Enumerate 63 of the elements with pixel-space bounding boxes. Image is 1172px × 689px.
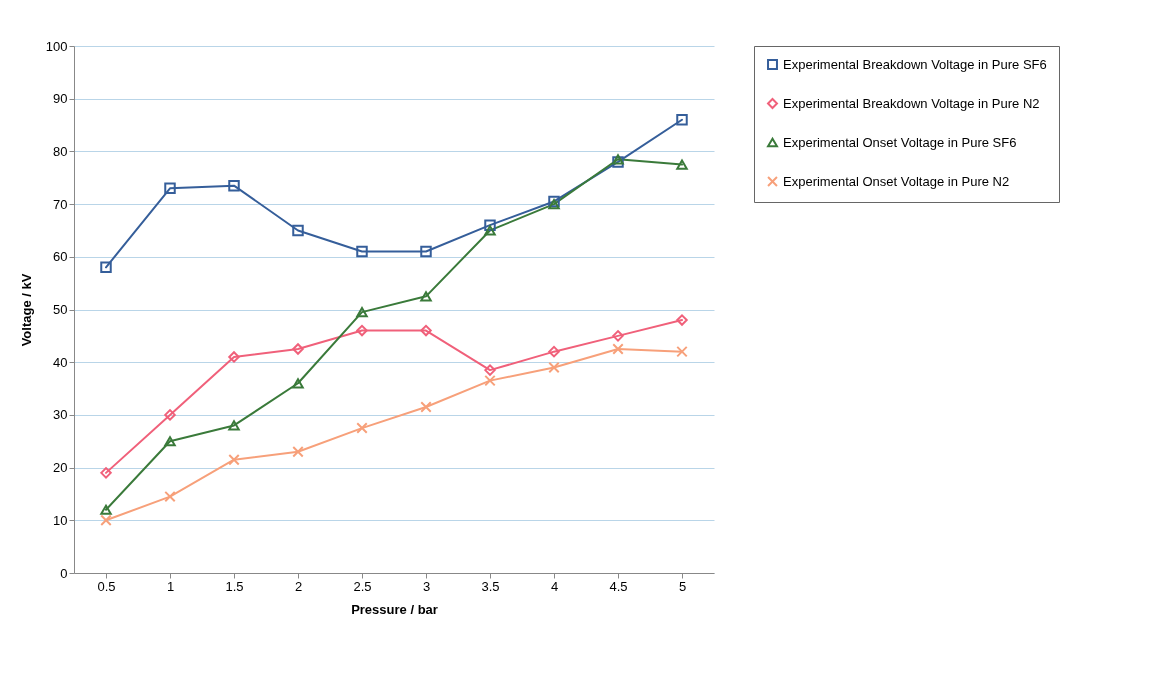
point [484,219,496,231]
x-tick-label: 5 [678,578,687,594]
point [100,467,112,479]
y-tick-label: 50 [53,302,68,317]
x-tick-label: 4.5 [609,578,628,594]
point [548,345,560,358]
x-tick-label: 0.5 [97,578,116,594]
x-tick-label: 1.5 [225,578,244,594]
y-tick-label: 70 [53,196,68,212]
point [420,324,432,337]
x-tick-label: 3.5 [481,578,500,594]
point [676,314,688,326]
y-tick-label: 80 [53,143,68,159]
x-tick-label: 2 [294,578,303,594]
point [292,224,304,237]
x-axis-title: Pressure / bar [351,601,438,617]
point [484,225,496,236]
y-tick-label: 10 [53,512,68,528]
point [676,159,688,170]
point [292,446,304,458]
point [164,182,176,195]
point [228,420,240,431]
point [548,361,560,374]
y-tick-label: 0 [60,565,68,581]
y-tick-label: 40 [53,354,68,370]
point [100,504,112,515]
legend-label: Experimental Breakdown Voltage in Pure N2 [783,95,1040,111]
point [292,378,304,389]
point [356,245,368,258]
legend-label: Experimental Breakdown Voltage in Pure SF6 [783,56,1047,72]
point [164,490,176,503]
point [292,343,304,355]
point [356,324,368,337]
point [356,422,368,434]
point [164,436,176,447]
point [164,409,176,421]
point [420,245,432,258]
y-tick-label: 20 [53,460,68,476]
x-tick-label: 3 [422,578,431,594]
y-tick-label: 90 [53,91,68,107]
x-tick-label: 4 [550,578,559,594]
point [420,291,432,302]
point [484,374,496,387]
point [676,114,688,126]
y-tick-label: 30 [53,407,68,423]
y-tick-label: 60 [53,249,68,265]
y-axis-title: Voltage / kV [18,273,34,347]
point [228,453,240,466]
x-tick-label: 1 [166,578,175,594]
y-tick-label: 100 [45,38,68,54]
x-tick-label: 2.5 [353,578,372,594]
legend-label: Experimental Onset Voltage in Pure N2 [783,173,1010,189]
point [228,179,240,192]
point [612,330,624,342]
point [100,261,112,274]
point [420,401,432,413]
point [612,343,624,355]
point [356,307,368,318]
point [228,351,240,363]
point [676,345,688,358]
point [100,514,112,527]
point [484,364,496,376]
legend-label: Experimental Onset Voltage in Pure SF6 [783,134,1017,150]
